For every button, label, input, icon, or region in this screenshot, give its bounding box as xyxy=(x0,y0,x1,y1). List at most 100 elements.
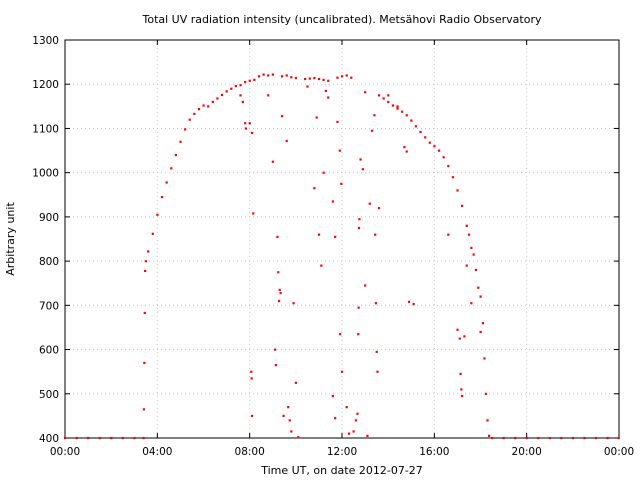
data-point xyxy=(216,97,219,100)
data-point xyxy=(357,226,361,230)
data-point xyxy=(456,189,459,192)
data-point xyxy=(371,129,374,132)
y-tick-label: 600 xyxy=(39,345,59,357)
data-point xyxy=(143,311,146,315)
data-point xyxy=(414,125,418,128)
data-point xyxy=(306,85,309,88)
data-point xyxy=(277,299,281,303)
data-point xyxy=(571,437,575,440)
data-point xyxy=(179,140,182,143)
y-axis-label: Arbitrary unit xyxy=(4,202,17,276)
data-point xyxy=(407,300,411,303)
data-point xyxy=(487,434,491,437)
data-point xyxy=(110,437,113,440)
data-point xyxy=(317,233,321,236)
data-point xyxy=(250,377,253,380)
data-point xyxy=(374,302,378,305)
data-point xyxy=(282,414,285,418)
data-point xyxy=(278,288,281,292)
data-point xyxy=(387,94,390,97)
data-point xyxy=(234,84,238,88)
data-point xyxy=(461,204,464,208)
data-point xyxy=(377,94,381,97)
data-point xyxy=(410,119,413,122)
data-point xyxy=(297,436,300,439)
data-point xyxy=(461,394,464,398)
data-point xyxy=(382,97,385,100)
data-point xyxy=(287,406,290,409)
data-point xyxy=(341,370,344,373)
data-point xyxy=(350,76,353,79)
data-point xyxy=(361,168,364,171)
data-point xyxy=(356,412,359,415)
y-tick-label: 1000 xyxy=(32,168,59,180)
data-point xyxy=(336,120,339,124)
data-point xyxy=(144,260,147,263)
data-point xyxy=(239,94,242,97)
data-point xyxy=(396,105,399,108)
data-point xyxy=(197,107,201,111)
data-point xyxy=(405,150,408,153)
data-point xyxy=(447,165,450,168)
data-point xyxy=(433,145,436,148)
data-point xyxy=(75,437,78,440)
data-point xyxy=(225,90,228,93)
grid xyxy=(65,40,619,438)
data-point xyxy=(345,406,348,409)
data-point xyxy=(364,284,367,287)
data-point xyxy=(294,77,298,80)
data-point xyxy=(428,141,431,144)
data-point xyxy=(456,328,459,331)
x-tick-label: 16:00 xyxy=(419,446,449,458)
data-point xyxy=(262,73,265,76)
x-tick-label: 00:00 xyxy=(50,446,80,458)
data-point xyxy=(470,302,473,305)
data-point xyxy=(317,77,321,81)
data-point xyxy=(451,176,454,179)
data-point xyxy=(267,94,270,97)
data-point xyxy=(142,408,146,411)
y-tick-label: 400 xyxy=(39,433,59,445)
data-point xyxy=(437,149,441,152)
data-point xyxy=(239,84,242,87)
data-point xyxy=(354,419,358,422)
data-point xyxy=(230,87,233,90)
data-point xyxy=(143,361,146,365)
data-point xyxy=(285,139,288,143)
data-point xyxy=(87,437,90,440)
data-point xyxy=(250,131,254,135)
data-point xyxy=(313,77,316,80)
data-point xyxy=(334,417,337,420)
data-point xyxy=(188,118,191,121)
data-point xyxy=(64,437,67,440)
data-point xyxy=(133,437,136,440)
data-point xyxy=(244,122,247,125)
data-point xyxy=(463,335,466,338)
data-point xyxy=(207,105,210,108)
data-point xyxy=(364,91,367,94)
data-point xyxy=(412,303,415,306)
data-points xyxy=(64,73,620,440)
data-point xyxy=(376,370,379,373)
data-point xyxy=(368,202,371,205)
data-point xyxy=(327,96,330,99)
x-tick-label: 00:00 xyxy=(604,446,634,458)
data-point xyxy=(358,218,361,221)
data-point xyxy=(514,437,517,440)
data-point xyxy=(250,370,253,373)
data-point xyxy=(334,235,337,238)
data-point xyxy=(184,128,187,131)
data-point xyxy=(322,171,325,174)
data-point xyxy=(220,93,224,97)
data-point xyxy=(458,337,461,340)
data-point xyxy=(250,414,254,418)
data-point xyxy=(294,381,298,384)
data-point xyxy=(271,160,274,163)
data-point xyxy=(277,271,280,274)
data-point xyxy=(324,89,328,93)
data-point xyxy=(290,430,293,433)
data-point xyxy=(280,75,284,78)
data-point xyxy=(292,302,295,305)
data-point xyxy=(341,75,344,78)
data-point xyxy=(271,73,274,76)
